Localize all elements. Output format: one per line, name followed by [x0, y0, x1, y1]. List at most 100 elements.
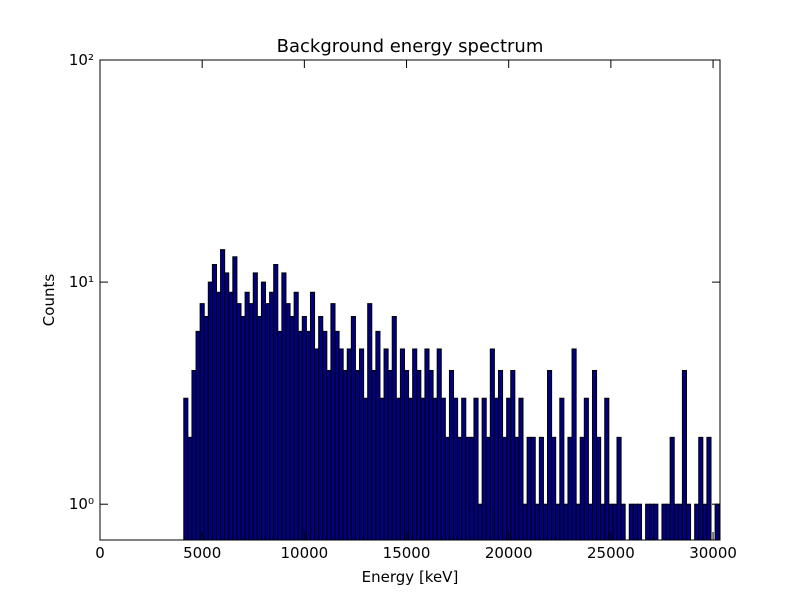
bar [522, 503, 528, 541]
bar [285, 303, 291, 541]
bar [367, 303, 373, 541]
bar [289, 316, 295, 541]
bar [309, 291, 316, 541]
bar [534, 503, 540, 541]
bar [371, 369, 377, 541]
chart-title: Background energy spectrum [277, 36, 544, 57]
bar [604, 397, 610, 541]
bar [661, 503, 667, 541]
bar [183, 397, 189, 541]
bar [477, 503, 483, 541]
bar [375, 330, 381, 541]
bar [301, 316, 307, 541]
bar [412, 348, 418, 541]
bar [542, 503, 549, 541]
bar [559, 397, 565, 541]
bar [461, 397, 467, 541]
bar [465, 436, 471, 541]
y-tick-label: 10² [69, 51, 94, 69]
bar [252, 272, 258, 541]
bar [408, 397, 414, 541]
bar [293, 291, 299, 541]
bar [600, 503, 606, 541]
bar [473, 397, 479, 541]
bar [706, 436, 712, 541]
bar [334, 330, 340, 541]
bar [469, 436, 475, 541]
plot-frame [99, 59, 721, 541]
x-tick-label: 15000 [383, 544, 431, 562]
bar [518, 397, 524, 541]
bar [453, 397, 459, 541]
bar [297, 330, 303, 541]
bar [265, 303, 271, 541]
bar [514, 436, 520, 541]
bar [322, 330, 328, 541]
bar [665, 503, 671, 541]
bar [538, 436, 544, 541]
bar [403, 369, 410, 541]
bar [653, 503, 659, 541]
bar [318, 316, 324, 541]
bar [244, 291, 250, 541]
x-tick-label: 5000 [183, 544, 221, 562]
bar [649, 503, 655, 541]
bar [612, 503, 618, 541]
bar [547, 369, 553, 541]
y-tick-label: 10¹ [69, 273, 94, 291]
bar [195, 330, 201, 541]
x-tick-label: 25000 [587, 544, 635, 562]
bar [211, 264, 217, 541]
bar [330, 303, 336, 541]
bar [215, 291, 222, 541]
bar [232, 256, 238, 541]
bar [383, 348, 389, 541]
bar [485, 436, 491, 541]
bar [363, 397, 369, 541]
bar [587, 503, 593, 541]
bar [387, 369, 393, 541]
bar [354, 369, 361, 541]
bar [281, 272, 287, 541]
bar [571, 348, 577, 541]
bar [502, 436, 508, 541]
bar [579, 436, 585, 541]
bar [240, 316, 246, 541]
bar [248, 303, 254, 541]
bar [191, 369, 197, 541]
bar [530, 436, 536, 541]
bar [228, 291, 234, 541]
bar [269, 291, 275, 541]
bar [620, 503, 626, 541]
bar [628, 503, 634, 541]
bar [440, 397, 446, 541]
bar [645, 503, 651, 541]
y-axis-label: Counts [40, 274, 58, 327]
bar [391, 316, 397, 541]
bar [424, 348, 430, 541]
bar [596, 436, 602, 541]
bar [399, 348, 405, 541]
bar [681, 369, 687, 541]
bar [457, 436, 463, 541]
bar [236, 303, 242, 541]
bar [591, 369, 598, 541]
bar [694, 503, 700, 541]
x-tick-label: 30000 [689, 544, 737, 562]
bar [714, 503, 720, 541]
bar [207, 281, 213, 541]
bar [420, 397, 426, 541]
bar [698, 436, 704, 541]
bar [273, 264, 279, 541]
bar [359, 348, 365, 541]
bar [326, 369, 332, 541]
bar [677, 503, 683, 541]
bar [506, 397, 512, 541]
bar [448, 369, 455, 541]
bar [224, 272, 230, 541]
bar [379, 397, 385, 541]
bar [510, 369, 516, 541]
bar [575, 503, 581, 541]
y-tick-label: 10⁰ [69, 495, 94, 513]
